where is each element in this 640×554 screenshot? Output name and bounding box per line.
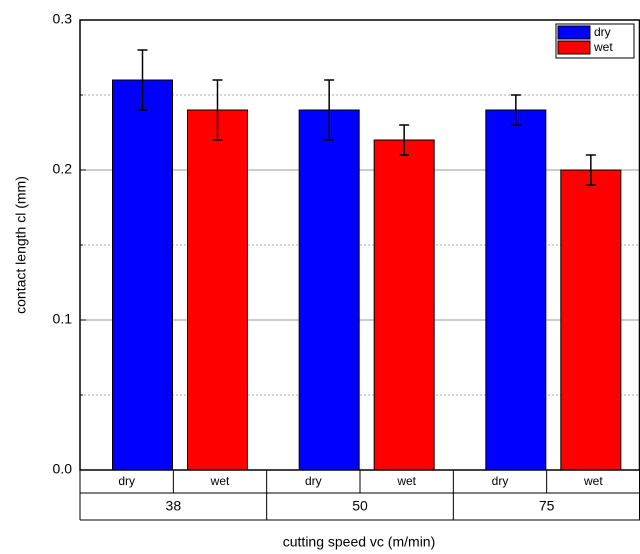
bar	[187, 109, 248, 471]
bar	[298, 109, 360, 471]
bar	[373, 139, 435, 471]
x-axis-label: cutting speed vc (m/min)	[283, 534, 436, 550]
y-tick-label: 0.0	[53, 461, 73, 477]
legend-label: wet	[593, 40, 613, 54]
bar	[112, 79, 173, 471]
x-sub-label: wet	[210, 474, 230, 488]
y-tick-label: 0.3	[53, 11, 73, 27]
x-sub-label: wet	[396, 474, 416, 488]
legend-swatch	[557, 25, 591, 40]
bar	[560, 169, 622, 471]
legend-label: dry	[594, 25, 611, 39]
x-sub-label: wet	[583, 474, 603, 488]
x-tick-label: 38	[166, 498, 182, 514]
x-sub-label: dry	[305, 474, 322, 488]
legend-swatch	[557, 40, 591, 55]
y-tick-label: 0.1	[53, 311, 73, 327]
y-tick-label: 0.2	[53, 161, 73, 177]
x-sub-label: dry	[492, 474, 509, 488]
x-tick-label: 75	[539, 498, 555, 514]
x-tick-label: 50	[352, 498, 368, 514]
y-axis-label: contact length cl (mm)	[13, 176, 29, 314]
bar	[485, 109, 547, 471]
x-sub-label: dry	[118, 474, 135, 488]
